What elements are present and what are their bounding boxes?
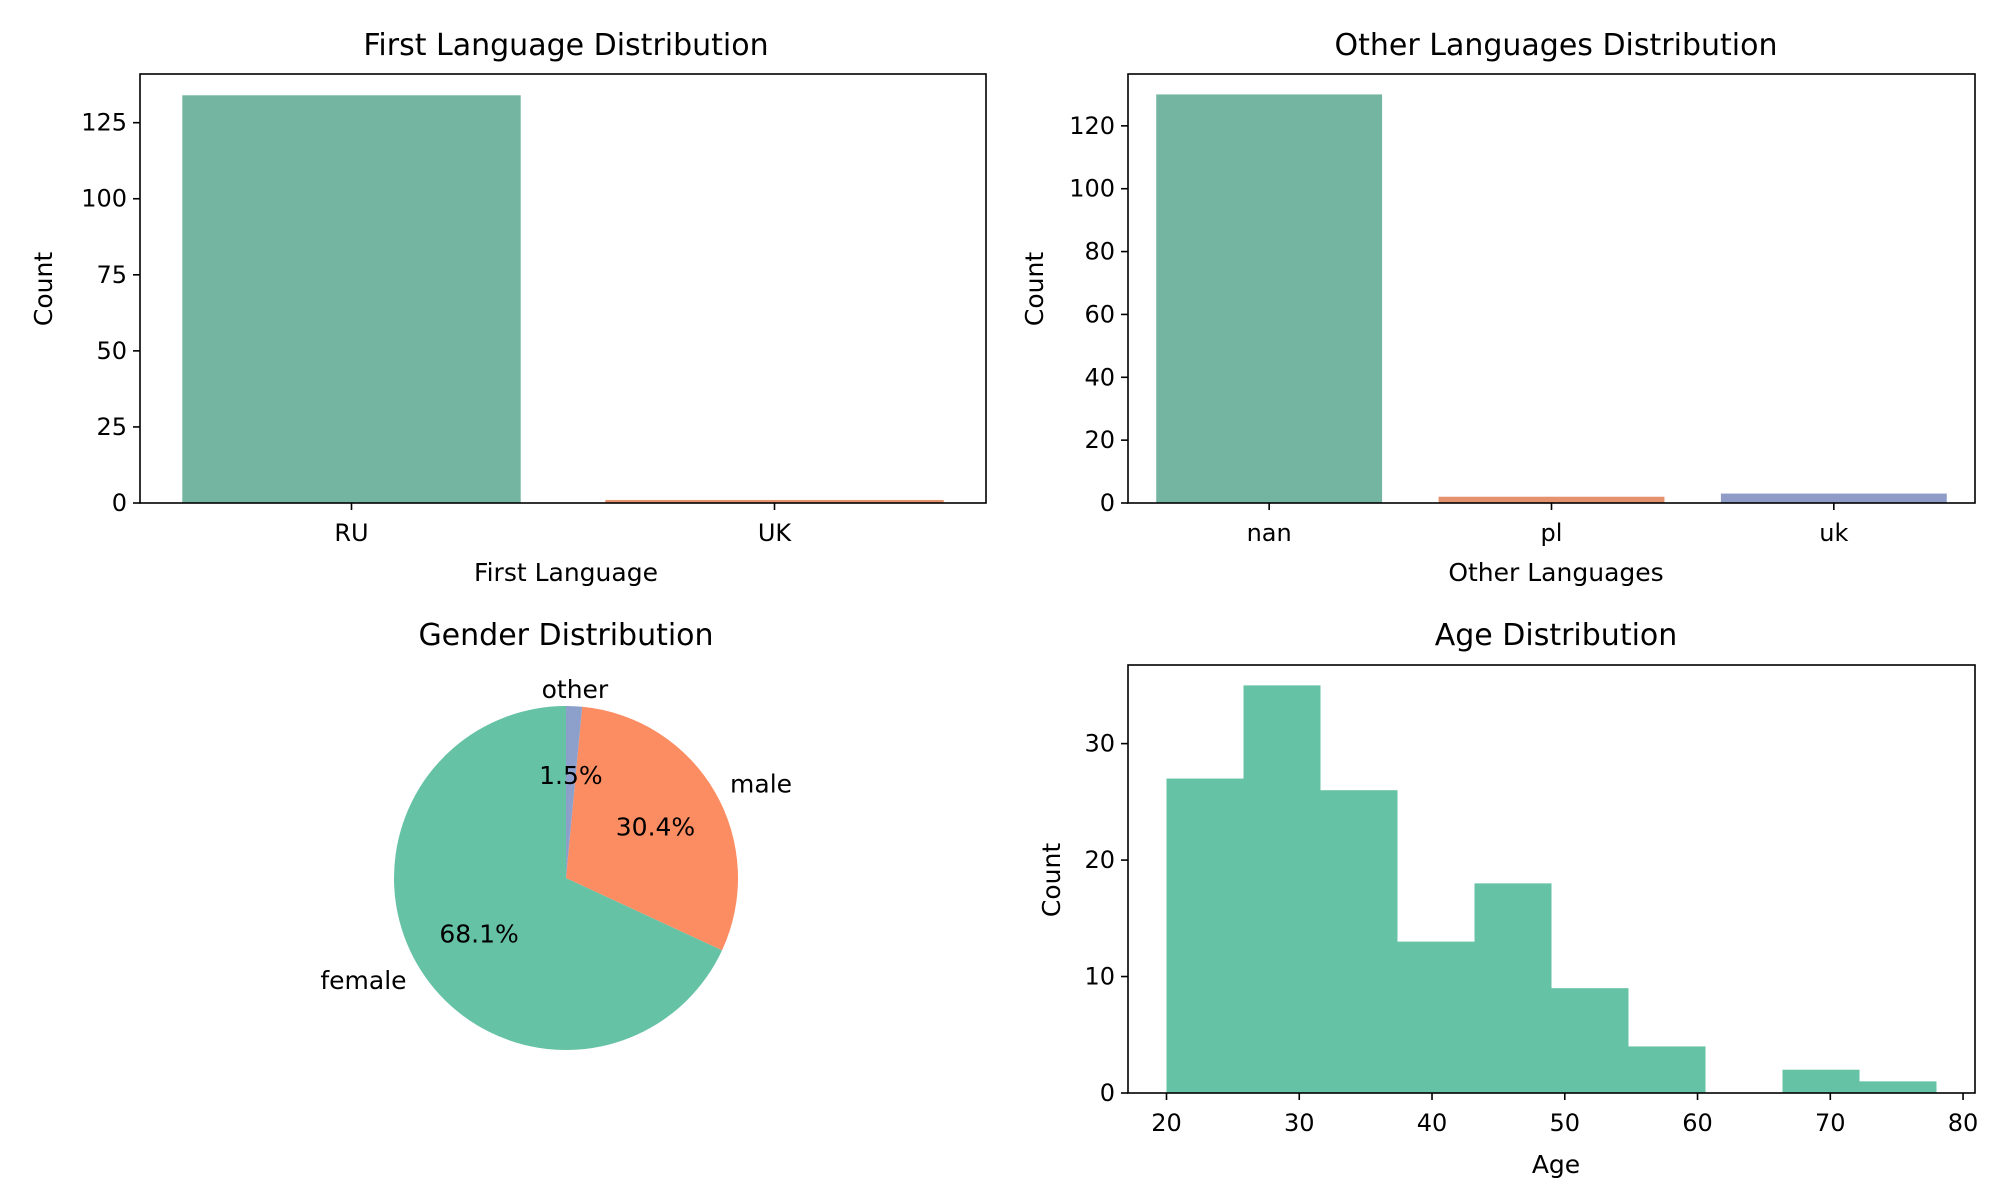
bar (1720, 493, 1947, 503)
chart-first-language: First Language Distribution RU UK 0 25 50 75 1… (29, 28, 987, 587)
x-axis-label: Age (1532, 1150, 1580, 1179)
pie-label: male (730, 770, 792, 799)
y-tick-label: 0 (1100, 1079, 1115, 1107)
x-tick-label: pl (1541, 519, 1563, 547)
y-tick-label: 50 (96, 337, 127, 365)
histogram-bar (1166, 778, 1244, 1093)
histogram-bar (1474, 883, 1552, 1093)
histogram-bar (1397, 941, 1475, 1093)
y-tick-label: 10 (1084, 963, 1115, 991)
y-tick-label: 0 (1100, 489, 1115, 517)
x-tick-label: 80 (1948, 1109, 1979, 1137)
chart-title: Other Languages Distribution (1335, 28, 1778, 63)
bar (182, 95, 521, 503)
pie-slice-male (566, 706, 739, 951)
x-tick-label: RU (334, 519, 368, 547)
y-tick-label: 0 (112, 489, 127, 517)
plot-area: 20 30 40 50 60 70 80 0 10 20 30 (1084, 685, 1978, 1137)
x-tick-label: 30 (1284, 1109, 1315, 1137)
chart-title: First Language Distribution (363, 28, 768, 63)
pie-percent-label: 30.4% (616, 813, 695, 842)
x-tick-label: 20 (1151, 1109, 1182, 1137)
histogram-bar (1320, 790, 1398, 1093)
y-axis-label: Count (1020, 252, 1049, 326)
x-axis-label: First Language (474, 558, 658, 587)
y-tick-label: 120 (1069, 112, 1115, 140)
y-tick-label: 100 (1069, 175, 1115, 203)
y-tick-label: 20 (1084, 426, 1115, 454)
y-tick-label: 20 (1084, 846, 1115, 874)
axes-frame (1127, 73, 1976, 504)
y-axis-label: Count (29, 252, 58, 326)
x-tick-label: 50 (1550, 1109, 1581, 1137)
pie-percent-label: 68.1% (439, 920, 518, 949)
bar (605, 499, 944, 503)
pie-label: female (320, 966, 406, 995)
y-tick-label: 60 (1084, 300, 1115, 328)
bar (1156, 94, 1383, 503)
y-tick-label: 125 (81, 109, 127, 137)
chart-age: Age Distribution 20 30 40 50 60 70 80 0 10 20 30 A… (1037, 618, 1978, 1179)
y-tick-label: 100 (81, 185, 127, 213)
y-axis-label: Count (1037, 843, 1066, 917)
x-tick-label: UK (758, 519, 793, 547)
bar (1438, 496, 1665, 503)
x-tick-label: uk (1819, 519, 1848, 547)
chart-other-languages: Other Languages Distribution nan pl uk 0 20 4… (1020, 28, 1976, 587)
pie-slice-female (394, 706, 723, 1050)
y-tick-label: 25 (96, 413, 127, 441)
x-tick-label: 40 (1417, 1109, 1448, 1137)
axes-frame (139, 73, 987, 504)
plot-area: RU UK 0 25 50 75 100 125 (81, 95, 944, 547)
histogram-bar (1628, 1046, 1706, 1093)
x-tick-label: 60 (1682, 1109, 1713, 1137)
chart-title: Gender Distribution (418, 618, 713, 653)
pie-label: other (542, 675, 609, 704)
pie-slice-other (566, 706, 583, 878)
chart-gender: Gender Distribution female 68.1% male 30.4%… (320, 618, 792, 1050)
y-tick-label: 75 (96, 261, 127, 289)
axes-frame (1127, 664, 1976, 1094)
histogram-bar (1782, 1069, 1860, 1093)
plot-area: nan pl uk 0 20 40 60 80 100 120 (1069, 94, 1947, 547)
histogram-bar (1551, 988, 1629, 1093)
y-tick-label: 30 (1084, 730, 1115, 758)
x-tick-label: 70 (1815, 1109, 1846, 1137)
histogram-bar (1243, 685, 1321, 1093)
chart-title: Age Distribution (1435, 618, 1678, 653)
histogram-bar (1859, 1081, 1937, 1093)
pie-area: female 68.1% male 30.4% other 1.5% (320, 675, 792, 1050)
x-axis-label: Other Languages (1448, 558, 1663, 587)
y-tick-label: 80 (1084, 238, 1115, 266)
x-tick-label: nan (1247, 519, 1292, 547)
y-tick-label: 40 (1084, 363, 1115, 391)
pie-percent-label: 1.5% (539, 761, 603, 790)
